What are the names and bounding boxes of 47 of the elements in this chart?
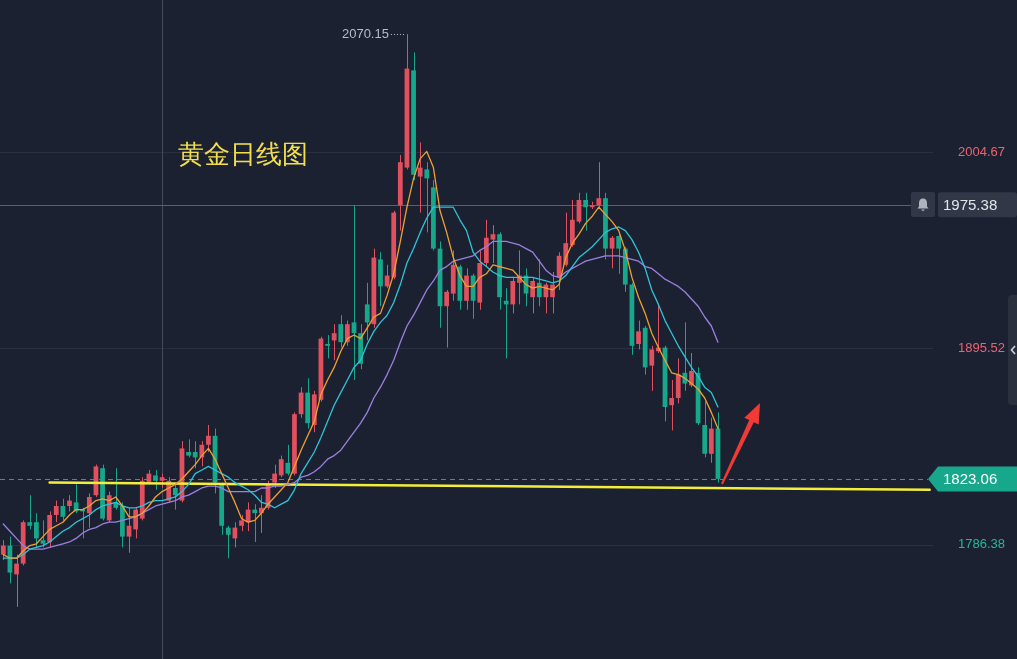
candlestick — [675, 357, 681, 404]
candlestick — [60, 498, 66, 521]
candlestick — [245, 501, 251, 532]
candlestick — [192, 440, 198, 469]
candlestick — [14, 554, 19, 608]
candlestick — [331, 323, 337, 361]
annotation: 2070.15 — [341, 25, 389, 41]
text: 黄金日线图 — [178, 138, 308, 171]
candlestick — [417, 141, 423, 214]
candlestick — [682, 321, 688, 392]
candlestick — [53, 500, 59, 523]
candlestick — [444, 289, 450, 349]
candlestick — [338, 314, 344, 349]
candlestick — [424, 161, 430, 233]
y-tick-label: 2004.67 — [958, 143, 1005, 159]
y-tick-label: 1786.38 — [958, 536, 1005, 552]
candlestick — [40, 519, 46, 548]
candlestick — [0, 539, 6, 561]
candlestick — [153, 469, 158, 491]
candlestick — [186, 438, 191, 458]
candlestick — [345, 320, 350, 347]
ref-line-label: 1823.06 — [943, 470, 998, 488]
candlestick — [583, 192, 588, 232]
candlestick — [278, 455, 284, 478]
candlestick — [285, 444, 291, 476]
candlestick — [364, 282, 370, 341]
candlestick — [206, 424, 211, 453]
candlestick — [225, 525, 231, 559]
candlestick — [510, 276, 516, 314]
candlestick — [86, 492, 92, 529]
candlestick — [27, 494, 33, 530]
candlestick — [530, 276, 536, 314]
candlestick — [34, 512, 39, 548]
candlestick — [649, 345, 655, 392]
candlestick — [636, 320, 641, 350]
candlestick — [133, 507, 139, 539]
candlestick — [689, 352, 694, 388]
candlestick — [325, 334, 330, 359]
y-tick-label: 1895.52 — [958, 340, 1005, 356]
candlestick — [669, 379, 675, 431]
candlestick — [490, 224, 496, 264]
ref-line-label: 1975.38 — [943, 195, 998, 213]
candlestick — [172, 483, 178, 511]
candlestick — [616, 233, 622, 275]
candlestick — [272, 464, 277, 489]
candlestick — [596, 161, 602, 208]
candlestick — [536, 258, 542, 307]
